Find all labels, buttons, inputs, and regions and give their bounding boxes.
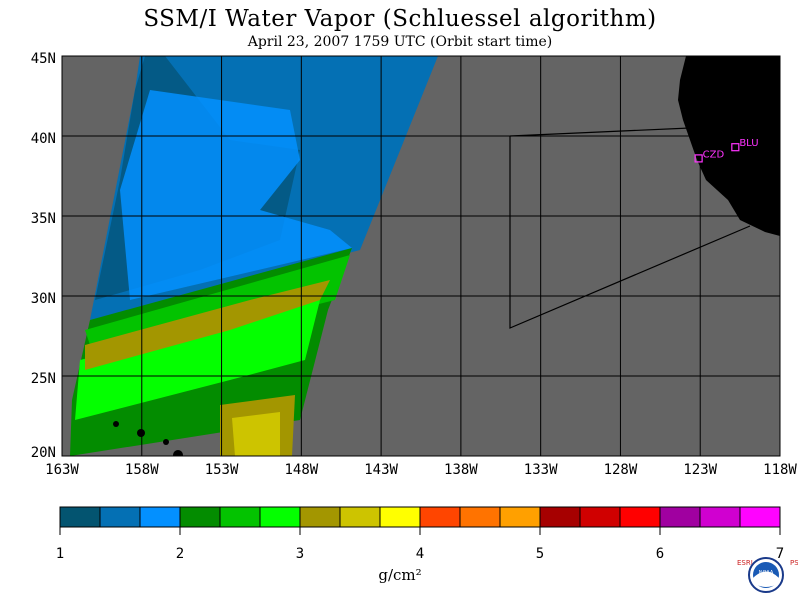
colorbar-swatch xyxy=(419,506,461,528)
colorbar-swatch xyxy=(299,506,341,528)
lon-label: 163W xyxy=(45,462,79,478)
land-california xyxy=(678,56,780,236)
colorbar-swatch xyxy=(219,506,261,528)
lat-label: 40N xyxy=(31,131,56,147)
island-kauai xyxy=(113,421,119,427)
swath-band-blue xyxy=(120,90,352,300)
map-subtitle: April 23, 2007 1759 UTC (Orbit start tim… xyxy=(247,34,553,50)
colorbar-swatch xyxy=(339,506,381,528)
colorbar-swatch xyxy=(739,506,781,528)
colorbar-swatch xyxy=(539,506,581,528)
colorbar-swatch xyxy=(499,506,541,528)
lat-label: 20N xyxy=(31,445,56,461)
island-maui xyxy=(163,439,169,445)
colorbar-labels: 1 2 3 4 5 6 7 xyxy=(56,527,784,562)
map-frame xyxy=(61,55,781,457)
lat-label: 45N xyxy=(31,51,56,67)
colorbar-swatch xyxy=(699,506,741,528)
lon-label: 148W xyxy=(284,462,318,478)
swath-layer xyxy=(62,56,780,456)
colorbar-tick-label: 2 xyxy=(176,546,184,562)
lat-label: 30N xyxy=(31,291,56,307)
colorbar-tick-label: 5 xyxy=(536,546,544,562)
island-hawaii xyxy=(173,450,183,456)
lat-lon-grid xyxy=(62,56,780,456)
colorbar-swatch xyxy=(99,506,141,528)
colorbar-units: g/cm² xyxy=(378,566,422,584)
longitude-labels: 163W 158W 153W 148W 143W 138W 133W 128W 123W 118W xyxy=(45,462,797,478)
station-marker-icon xyxy=(694,154,703,163)
noaa-esrl-psd-logo: ESRL NOAA PSD xyxy=(737,557,798,593)
swath-band-green-bright xyxy=(75,300,320,420)
lon-label: 128W xyxy=(604,462,638,478)
station-label: BLU xyxy=(739,138,758,149)
station-markers: CZD BLU xyxy=(694,138,759,163)
lat-label: 25N xyxy=(31,371,56,387)
lon-label: 158W xyxy=(125,462,159,478)
swath-band-olive xyxy=(85,280,330,370)
lon-label: 143W xyxy=(364,462,398,478)
lon-label: 123W xyxy=(683,462,717,478)
lon-label: 118W xyxy=(763,462,797,478)
colorbar-swatch xyxy=(579,506,621,528)
colorbar-swatch xyxy=(619,506,661,528)
colorbar-swatch xyxy=(59,506,101,528)
colorbar-swatch xyxy=(459,506,501,528)
colorbar-tick-label: 4 xyxy=(416,546,424,562)
colorbar-swatch xyxy=(179,506,221,528)
colorbar-swatch xyxy=(659,506,701,528)
lat-label: 35N xyxy=(31,211,56,227)
colorbar-swatch xyxy=(139,506,181,528)
colorbar-tick-label: 1 xyxy=(56,546,64,562)
logo-esrl-text: ESRL xyxy=(737,559,755,567)
swath-band-yellow-core xyxy=(232,412,280,456)
colorbar-swatch xyxy=(379,506,421,528)
map-title: SSM/I Water Vapor (Schluessel algorithm) xyxy=(143,6,657,32)
station-marker-icon xyxy=(731,143,740,152)
colorbar-tick-label: 7 xyxy=(776,546,784,562)
lon-label: 138W xyxy=(444,462,478,478)
station-label: CZD xyxy=(703,149,725,160)
lon-label: 153W xyxy=(205,462,239,478)
logo-esrl: ESRL xyxy=(737,559,755,567)
logo-psd: PSD xyxy=(790,559,798,567)
island-oahu xyxy=(137,429,145,437)
latitude-labels: 45N 40N 35N 30N 25N 20N xyxy=(31,51,56,461)
colorbar-tick-label: 6 xyxy=(656,546,664,562)
colorbar-tick-label: 3 xyxy=(296,546,304,562)
logo-noaa: NOAA xyxy=(759,570,774,576)
domain-outline xyxy=(509,136,751,329)
domain-outline-top xyxy=(509,127,691,137)
colorbar-swatch xyxy=(259,506,301,528)
lon-label: 133W xyxy=(524,462,558,478)
colorbar xyxy=(59,506,781,528)
